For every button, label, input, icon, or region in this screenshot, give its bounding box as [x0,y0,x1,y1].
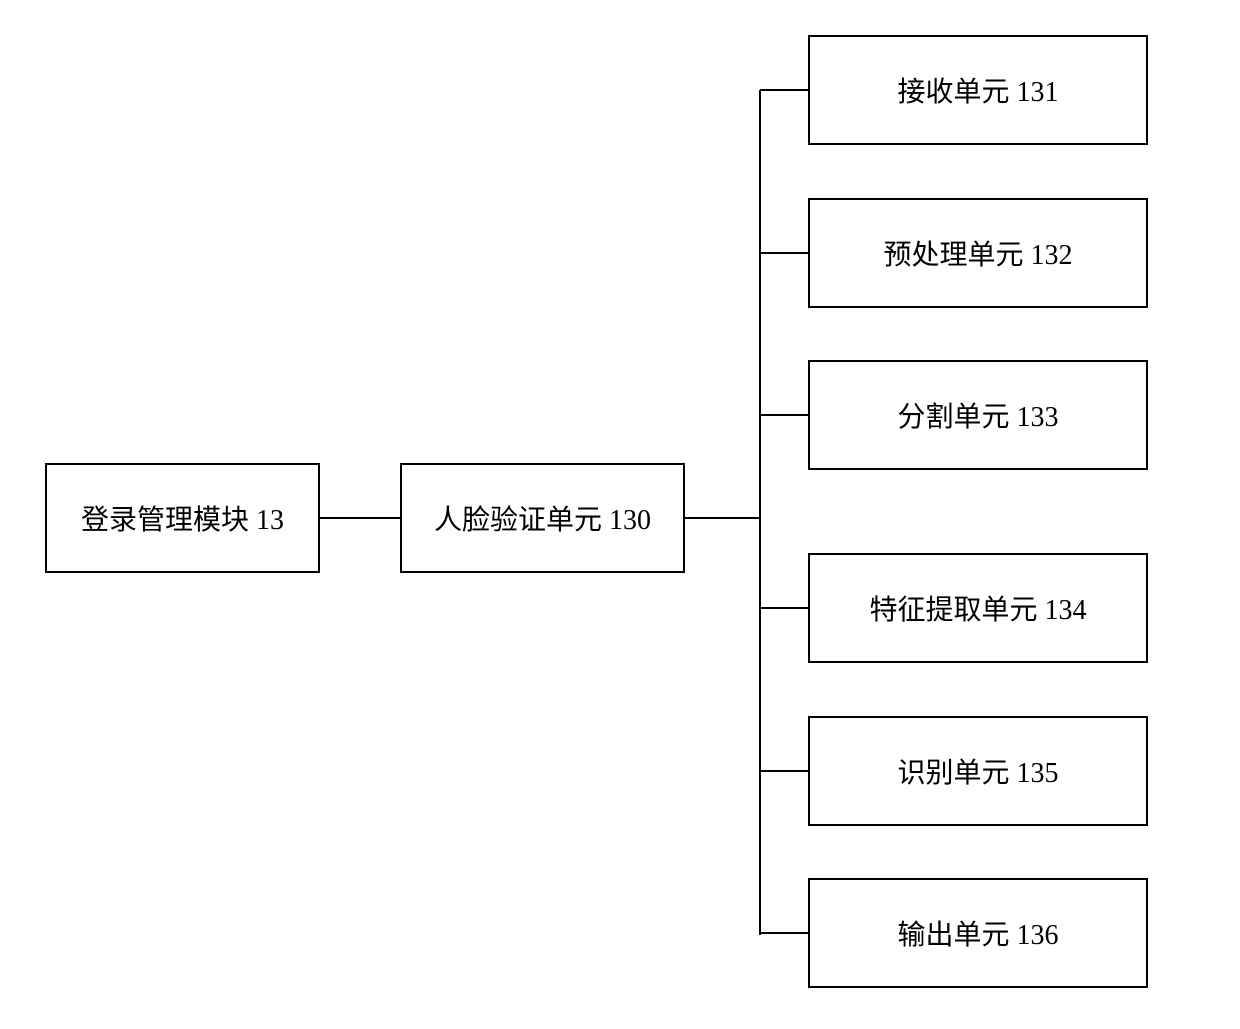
node-leaf-4-label: 特征提取单元 134 [869,588,1086,628]
node-leaf-2: 预处理单元 132 [808,198,1148,308]
node-leaf-1: 接收单元 131 [808,35,1148,145]
node-leaf-5: 识别单元 135 [808,716,1148,826]
node-leaf-6-label: 输出单元 136 [897,913,1058,953]
connector-h [685,517,760,519]
node-mid-label: 人脸验证单元 130 [434,498,651,538]
node-leaf-1-label: 接收单元 131 [897,70,1058,110]
connector-h [760,414,808,416]
node-leaf-3: 分割单元 133 [808,360,1148,470]
node-leaf-3-label: 分割单元 133 [897,395,1058,435]
connector-h [320,517,400,519]
node-mid: 人脸验证单元 130 [400,463,685,573]
connector-h [760,932,808,934]
connector-h [760,770,808,772]
connector-h [760,252,808,254]
node-leaf-5-label: 识别单元 135 [897,751,1058,791]
node-root-label: 登录管理模块 13 [81,498,284,538]
node-leaf-4: 特征提取单元 134 [808,553,1148,663]
hierarchy-diagram: 登录管理模块 13 人脸验证单元 130 接收单元 131 预处理单元 132 … [0,0,1240,1029]
connector-v [759,90,761,935]
connector-h [760,89,808,91]
node-leaf-6: 输出单元 136 [808,878,1148,988]
connector-h [760,607,808,609]
node-root: 登录管理模块 13 [45,463,320,573]
node-leaf-2-label: 预处理单元 132 [883,233,1072,273]
